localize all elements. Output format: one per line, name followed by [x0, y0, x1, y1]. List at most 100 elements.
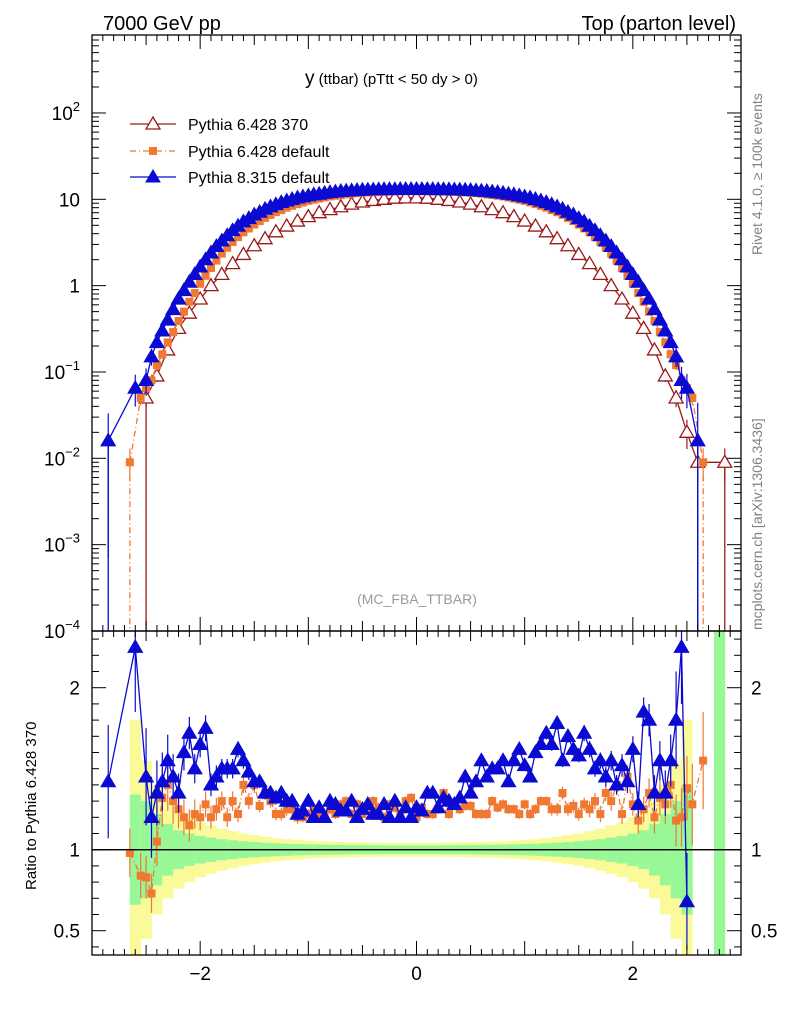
ratio-point-p8 [657, 784, 674, 799]
data-point-p6_370 [592, 266, 609, 281]
ratio-point-p8 [516, 757, 533, 772]
data-point-p6_370 [678, 424, 696, 438]
data-point-p6_370 [516, 212, 533, 227]
rivet-label: Rivet 4.1.0, ≥ 100k events [749, 93, 765, 255]
data-point-p6_default [147, 376, 156, 385]
ratio-point-p6_default [136, 871, 145, 880]
data-point-p6_370 [657, 367, 674, 382]
data-point-p6_default [179, 307, 188, 316]
data-point-p8 [662, 334, 679, 349]
data-point-p6_default [190, 289, 199, 298]
legend-marker-p6-default [149, 147, 157, 155]
ratio-point-p8 [192, 736, 209, 751]
data-point-p6_370 [202, 277, 220, 292]
data-point-p6_default [661, 338, 670, 347]
ratio-point-p6_default [553, 805, 562, 814]
ratio-point-p8 [548, 715, 566, 729]
data-point-p6_default [201, 271, 210, 280]
data-point-p8 [667, 348, 685, 363]
ratio-point-p6_default [520, 800, 529, 809]
header-right: Top (parton level) [581, 13, 736, 35]
data-point-p6_default [650, 316, 659, 325]
ratio-point-p8 [397, 799, 414, 814]
data-point-p6_370 [462, 195, 479, 210]
ratio-point-p8 [283, 792, 301, 807]
ratio-point-p8 [127, 638, 144, 653]
ratio-point-p6_default [536, 797, 545, 806]
data-point-p6_370 [213, 266, 230, 281]
data-point-p8 [159, 311, 176, 326]
legend-marker-p8 [145, 169, 161, 183]
ratio-point-p6_default [499, 800, 508, 809]
y-tick-label: 102 [52, 99, 80, 125]
ratio-point-p8 [597, 768, 614, 783]
ratio-point-p6_default [682, 784, 691, 793]
y-tick-label: 10−3 [44, 531, 80, 557]
ratio-point-p8 [543, 736, 560, 751]
data-point-p6_default [212, 256, 221, 265]
ratio-point-p8 [678, 893, 696, 908]
data-point-p6_default [228, 238, 237, 247]
ratio-point-p8 [175, 744, 193, 759]
y-tick-label: 1 [69, 277, 80, 298]
data-point-p6_default [688, 393, 697, 402]
data-point-p6_370 [246, 237, 263, 252]
ratio-point-p6_default [169, 797, 178, 806]
ratio-point-p8 [413, 802, 431, 817]
data-point-p6_370 [430, 191, 447, 205]
data-point-p6_370 [646, 341, 663, 356]
data-point-p6_370 [548, 230, 566, 245]
data-point-p8 [673, 372, 690, 387]
data-point-p8 [630, 273, 647, 288]
x-tick-label: 2 [628, 964, 639, 985]
ratio-point-p8 [294, 802, 312, 817]
ratio-point-p6_default [471, 810, 480, 819]
ratio-point-p8 [381, 809, 398, 823]
ratio-point-p6_default [271, 810, 280, 819]
data-point-p6_default [136, 393, 145, 402]
ratio-y-tick-label-right: 2 [751, 679, 762, 700]
data-point-p6_370 [408, 189, 425, 204]
ratio-point-p6_default [650, 813, 659, 822]
ratio-point-p6_default [601, 789, 610, 797]
data-point-p8 [646, 301, 663, 316]
ratio-point-p8 [559, 728, 577, 742]
data-point-p6_370 [473, 198, 490, 213]
ratio-point-p8 [494, 752, 512, 767]
ratio-point-p6_default [672, 816, 681, 825]
ratio-point-p6_default [342, 797, 351, 806]
ratio-point-p6_default [688, 800, 697, 809]
data-point-p6_default [169, 328, 178, 337]
ratio-point-p8 [640, 711, 658, 726]
ratio-point-p6_default [147, 889, 156, 898]
data-point-p6_default [234, 233, 243, 242]
analysis-label: (MC_FBA_TTBAR) [357, 591, 477, 607]
ratio-point-p8 [603, 752, 620, 767]
ratio-point-p8 [208, 768, 225, 783]
legend-entry-p6-default: Pythia 6.428 default [130, 144, 330, 161]
y-tick-label: 10 [59, 190, 80, 211]
data-point-p6_default [244, 224, 253, 233]
data-point-p8 [678, 379, 696, 394]
data-point-p6_370 [538, 223, 555, 238]
ratio-point-p6_default [699, 756, 708, 765]
ratio-point-p8 [586, 760, 604, 775]
ratio-point-p6_default [677, 813, 686, 822]
ratio-point-p8 [316, 809, 333, 823]
ratio-point-p6_default [547, 805, 556, 814]
ratio-point-p8 [467, 773, 485, 788]
data-point-p6_370 [613, 290, 631, 305]
ratio-point-p8 [154, 773, 171, 788]
ratio-point-p6_default [542, 797, 551, 806]
ratio-point-p6_default [196, 813, 205, 822]
ratio-point-p8 [532, 736, 550, 751]
ratio-point-p8 [273, 784, 290, 799]
data-point-p6_370 [667, 389, 685, 404]
data-point-p8 [181, 273, 198, 288]
ratio-point-p6_default [574, 810, 583, 819]
ratio-point-p6_default [179, 813, 188, 822]
y-tick-label: 10−2 [44, 444, 80, 470]
ratio-point-p6_default [277, 810, 286, 819]
ratio-point-p6_default [369, 797, 378, 806]
data-point-p6_370 [365, 192, 382, 207]
